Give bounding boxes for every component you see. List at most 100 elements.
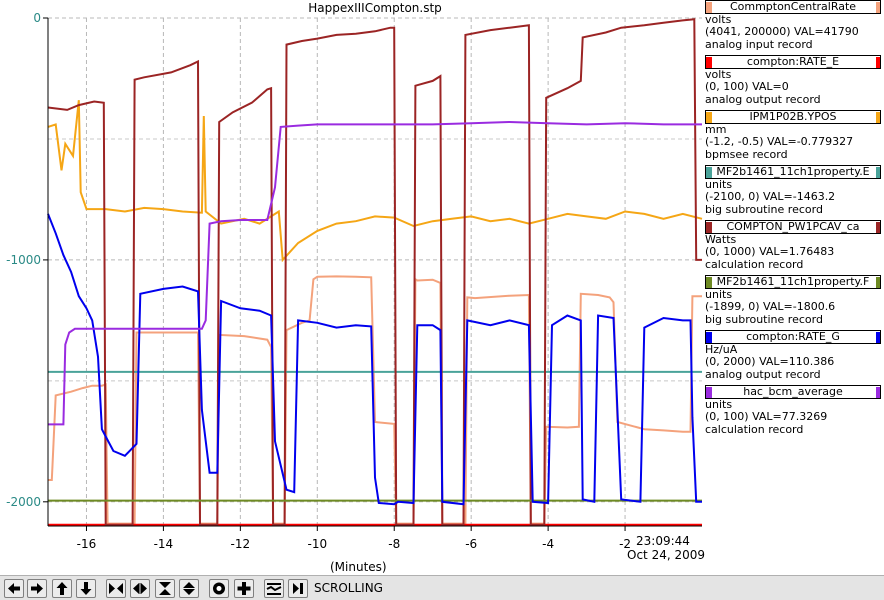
timestamp-date: Oct 24, 2009 (627, 548, 705, 562)
autoscale-button[interactable] (209, 579, 229, 598)
legend-color-swatch (706, 222, 712, 233)
legend-record-type: big subroutine record (705, 313, 823, 326)
scroll-up-button[interactable] (52, 579, 72, 598)
legend-color-swatch (706, 277, 712, 288)
series-line-7 (48, 120, 702, 426)
legend-color-swatch (876, 387, 880, 398)
circle-target-icon (213, 582, 225, 595)
chart: -16 -14 -12 -10 -8 -6 -4 -2 0 -1000 -2000 (6, 11, 703, 551)
legend-color-swatch (706, 167, 712, 178)
legend-item-name[interactable]: COMPTON_PW1PCAV_ca (705, 220, 881, 234)
legend-name-text: COMPTON_PW1PCAV_ca (726, 220, 860, 233)
x-tick-label: -16 (77, 537, 97, 551)
legend-item-name[interactable]: MF2b1461_11ch1property.E (705, 165, 881, 179)
legend-units: mm (705, 123, 727, 136)
y-tick-label: -2000 (6, 495, 41, 509)
plot-title: HappexIIICompton.stp (308, 1, 442, 15)
toggle-scrolling-button[interactable] (288, 579, 308, 598)
legend-record-type: big subroutine record (705, 203, 823, 216)
legend-color-swatch (706, 332, 712, 343)
legend-units: units (705, 178, 733, 191)
legend-range-value: (-2100, 0) VAL=-1463.2 (705, 190, 836, 203)
add-pv-button[interactable] (234, 579, 254, 598)
legend-item[interactable]: MF2b1461_11ch1property.F units (-1899, 0) … (705, 275, 884, 330)
scroll-down-button[interactable] (76, 579, 96, 598)
legend-item[interactable]: IPM1P02B.YPOS mm (-1.2, -0.5) VAL=-0.77932… (705, 110, 884, 165)
legend-item[interactable]: compton:RATE_G Hz/uA (0, 2000) VAL=110.386… (705, 330, 884, 385)
arrow-down-icon (80, 582, 92, 595)
legend-name-text: MF2b1461_11ch1property.E (716, 165, 870, 178)
legend-color-swatch (706, 2, 712, 13)
compress-horizontal-icon (109, 583, 123, 594)
legend-units: Watts (705, 233, 737, 246)
timestamp-time: 23:09:44 (636, 534, 690, 548)
legend-item-name[interactable]: hac_bcm_average (705, 385, 881, 399)
series-line-6 (47, 213, 702, 506)
expand-vertical-icon (183, 582, 195, 595)
zoom-in-horizontal-button[interactable] (106, 579, 126, 598)
zoom-out-horizontal-button[interactable] (130, 579, 150, 598)
legend-item-name[interactable]: MF2b1461_11ch1property.F (705, 275, 881, 289)
ticks: -16 -14 -12 -10 -8 -6 -4 -2 0 -1000 -2000 (6, 11, 631, 551)
x-tick-label: -2 (619, 537, 631, 551)
legend-item[interactable]: hac_bcm_average units (0, 100) VAL=77.3269… (705, 385, 884, 440)
zoom-out-vertical-button[interactable] (179, 579, 199, 598)
legend-range-value: (-1.2, -0.5) VAL=-0.779327 (705, 135, 854, 148)
x-tick-label: -12 (231, 537, 251, 551)
legend-item-name[interactable]: IPM1P02B.YPOS (705, 110, 881, 124)
legend-item[interactable]: CommptonCentralRate volts (4041, 200000) V… (705, 0, 884, 55)
legend-item[interactable]: COMPTON_PW1PCAV_ca Watts (0, 1000) VAL=1.7… (705, 220, 884, 275)
legend-color-swatch (706, 112, 712, 123)
toolbar: SCROLLING (0, 575, 884, 600)
legend-name-text: hac_bcm_average (743, 385, 843, 398)
compress-vertical-icon (159, 582, 171, 595)
stagger-icon (266, 583, 282, 595)
legend-item-name[interactable]: compton:RATE_G (705, 330, 881, 344)
grid (48, 17, 702, 526)
legend-range-value: (0, 1000) VAL=1.76483 (705, 245, 835, 258)
legend-color-swatch (876, 112, 880, 123)
legend-color-swatch (876, 167, 880, 178)
legend-item-name[interactable]: compton:RATE_E (705, 55, 881, 69)
x-tick-label: -4 (542, 537, 554, 551)
legend-color-swatch (706, 57, 712, 68)
legend-range-value: (0, 100) VAL=0 (705, 80, 789, 93)
legend-units: Hz/uA (705, 343, 738, 356)
legend-record-type: calculation record (705, 423, 804, 436)
x-tick-label: -14 (154, 537, 174, 551)
series-lines (47, 18, 703, 526)
legend-name-text: compton:RATE_E (746, 55, 840, 68)
stagger-button[interactable] (264, 579, 284, 598)
series-line-2 (47, 100, 703, 263)
zoom-in-vertical-button[interactable] (155, 579, 175, 598)
legend-name-text: MF2b1461_11ch1property.F (716, 275, 870, 288)
series-line-4 (47, 18, 702, 526)
legend-units: volts (705, 13, 732, 26)
legend-color-swatch (876, 277, 880, 288)
legend-item[interactable]: MF2b1461_11ch1property.E units (-2100, 0) … (705, 165, 884, 220)
x-axis-label: (Minutes) (330, 560, 387, 574)
x-tick-label: -8 (388, 537, 400, 551)
arrow-left-icon (8, 583, 20, 594)
y-tick-label: 0 (33, 11, 41, 25)
arrow-up-icon (56, 582, 68, 595)
scroll-toggle-icon (293, 583, 303, 594)
scroll-right-button[interactable] (27, 579, 47, 598)
series-line-0 (48, 275, 702, 525)
legend-color-swatch (876, 2, 880, 13)
arrow-right-icon (31, 583, 43, 594)
legend-range-value: (4041, 200000) VAL=41790 (705, 25, 859, 38)
legend-color-swatch (876, 57, 880, 68)
legend-range-value: (0, 2000) VAL=110.386 (705, 355, 835, 368)
x-tick-label: -10 (307, 537, 327, 551)
legend-units: volts (705, 68, 732, 81)
legend-name-text: compton:RATE_G (746, 330, 840, 343)
axes (47, 18, 702, 527)
legend-record-type: analog output record (705, 93, 821, 106)
scrolling-status: SCROLLING (314, 581, 383, 595)
legend-item-name[interactable]: CommptonCentralRate (705, 0, 881, 14)
legend-units: units (705, 288, 733, 301)
plus-icon (237, 582, 251, 595)
scroll-left-button[interactable] (4, 579, 24, 598)
